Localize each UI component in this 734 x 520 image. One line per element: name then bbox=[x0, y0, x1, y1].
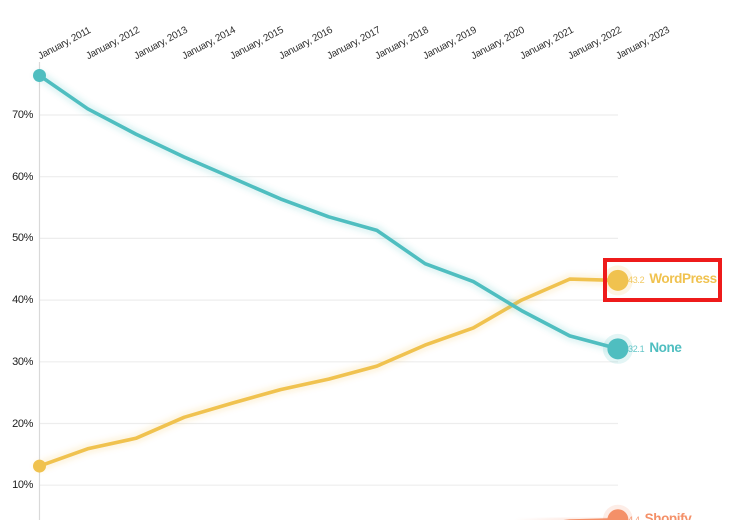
y-axis-label: 50% bbox=[12, 232, 33, 245]
series-name-none: None bbox=[649, 339, 682, 355]
start-dot-none bbox=[33, 69, 46, 83]
series-value-wordpress: 43.2 bbox=[628, 275, 645, 286]
y-axis-label: 70% bbox=[12, 109, 33, 121]
series-value-shopify: 4.4 bbox=[628, 514, 640, 520]
y-axis-label: 10% bbox=[12, 479, 33, 492]
line-glow-none bbox=[34, 70, 624, 355]
end-dot-none bbox=[607, 338, 629, 360]
y-axis-label: 60% bbox=[12, 170, 33, 183]
series-name-wordpress: WordPress bbox=[649, 271, 717, 287]
line-glow-wordpress bbox=[34, 273, 624, 472]
series-name-shopify: Shopify bbox=[644, 510, 692, 520]
start-dot-wordpress bbox=[33, 459, 46, 473]
end-dot-wordpress bbox=[607, 269, 629, 291]
line-none bbox=[37, 73, 620, 351]
y-axis-label: 40% bbox=[12, 294, 33, 307]
series-label-shopify: 4.4 Shopify bbox=[628, 510, 692, 520]
line-wordpress bbox=[37, 277, 620, 468]
series-label-none: 32.1 None bbox=[628, 339, 682, 355]
y-axis-label: 30% bbox=[12, 355, 33, 368]
end-dot-shopify bbox=[607, 509, 629, 520]
y-axis-label: 20% bbox=[12, 417, 33, 430]
series-value-none: 32.1 bbox=[628, 343, 645, 354]
series-label-wordpress: 43.2 WordPress bbox=[628, 271, 717, 286]
